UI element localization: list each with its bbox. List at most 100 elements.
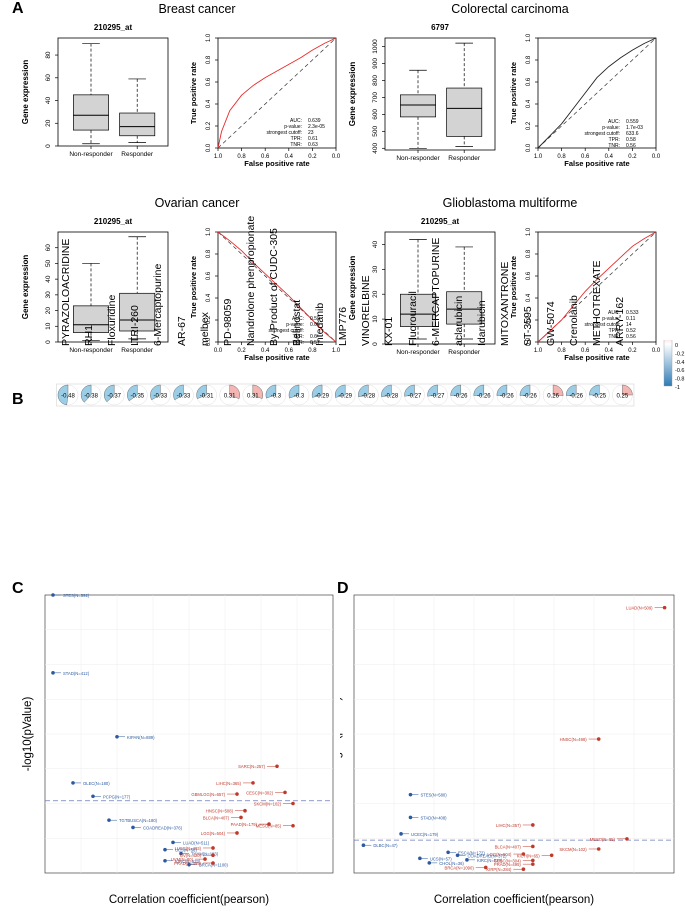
point-label: UCS(N=57) [430,856,452,861]
y-tick-label: 1.0 [206,33,212,42]
stat-value: 0.56 [626,334,636,340]
x-tick-label: 0.0 [332,154,341,160]
x-tick-label: 0.2 [628,154,637,160]
y-tick-label: 0.4 [526,99,532,108]
drug-name-text: PD-98059 [221,298,234,346]
roc-stats: AUC: 0.533 p-value: 0.11 strongest cutoff: 14… [585,310,639,340]
y-tick-label: 0.2 [206,315,212,324]
point-label: SKCM(N=102) [559,847,587,852]
box [73,305,109,333]
y-axis-label: Gene expression [21,255,30,320]
stat-key: TPR: [609,328,620,334]
y-tick-label: 30 [372,265,379,273]
colorbar-tick-label: -1 [675,385,680,391]
y-tick-label: 20 [372,290,379,298]
x-axis-label: False positive rate [564,353,629,362]
stat-key: AUC: [292,316,304,322]
x-tick-label: Responder [121,347,154,354]
y-tick-label: 50 [45,259,52,267]
title-glioblastoma: Glioblastoma multiforme [442,196,578,210]
x-tick-label: 0.6 [285,348,294,354]
stat-value: 23 [308,130,314,136]
colorbar-tick-label: 0 [675,343,678,349]
title-ovarian-cancer: Ovarian cancer [154,196,240,210]
stat-value: 2.3e-05 [308,124,325,130]
x-tick-label: 0.8 [308,348,317,354]
heatmap-value-label: -0.48 [61,394,75,400]
x-tick-label: 0.6 [261,154,270,160]
y-tick-label: 60 [45,74,52,82]
y-tick-label: 0.6 [206,77,212,86]
heatmap-value-label: -0.38 [84,394,98,400]
reference-diagonal [217,37,337,149]
x-tick-label: 0.2 [237,348,246,354]
stat-value: 1.7e-03 [626,125,643,131]
heatmap-pie [104,384,115,403]
y-tick-label: 0.0 [526,337,532,346]
roc-stats: AUC: 0.59 p-value: 0.05 strongest cutoff:TPR… [269,316,320,346]
data-point [625,837,629,841]
box-plot: 210295_at Gene expression 0 20 40 60 80 Non-res… [21,23,169,158]
heatmap-pie [450,384,461,396]
colorbar-tick-label: 0.2 [675,340,683,341]
y-tick-label: 0.6 [526,271,532,280]
x-tick-label: 0.2 [628,348,637,354]
y-tick-label: 20 [45,119,52,127]
data-point [531,858,535,863]
heatmap-value-label: -0.33 [177,394,191,400]
stat-value: 0.6 [310,334,317,340]
point-label: KIRC(N=533) [175,859,201,864]
heatmap-pie [265,384,277,399]
heatmap-pie [473,384,484,396]
point-label: SKCM(N=102) [254,802,282,807]
x-tick-label: 0.4 [605,348,614,354]
y-tick-label: 0 [45,340,52,344]
point-label: MESO(N=85) [256,824,282,829]
point-label: UCS(N=56) [175,848,197,853]
x-axis-label: Correlation coefficient(pearson) [109,894,269,906]
point-label: TGTBUSCA(N=180) [119,818,158,823]
heatmap-pie [552,384,564,396]
colorbar [663,340,673,387]
stat-value: 0.58 [626,137,636,143]
heatmap-value-label: -0.3 [271,394,282,400]
box-plot-title: 210295_at [94,217,133,226]
x-tick-label: 0.0 [652,154,661,160]
heatmap-pie [173,384,184,401]
y-tick-label: 40 [45,275,52,283]
point-label: LGG(N=504) [487,852,512,857]
box [119,292,156,332]
box-plot-title: 210295_at [94,23,133,32]
x-tick-label: Non-responder [396,155,440,162]
heatmap-pie [358,384,369,398]
stat-key: TNR: [608,334,620,340]
y-tick-label: 0 [372,342,379,346]
y-tick-label: 0.2 [206,121,212,130]
data-point [418,856,422,861]
x-tick-label: Non-responder [69,151,113,158]
stat-key: TNR: [290,142,302,148]
x-axis-label: False positive rate [564,159,629,168]
stat-key: strongest cutoff: [585,131,620,137]
heatmap-row [56,383,635,407]
heatmap-value-label: -0.3 [294,394,305,400]
stat-key: strongest cutoff: [585,322,620,328]
stat-key: p-value: [284,124,302,130]
x-tick-label: Responder [121,151,154,158]
title-colorectal-carcinoma: Colorectal carcinoma [451,2,569,16]
panel-b-heatmap: -0.48 -0.38 -0.37 -0.35 -0.33 -0.33 -0.31 0.31 0… [56,340,684,407]
x-axis-label: Correlation coefficient(pearson) [434,894,594,906]
drug-name-text: Nandrolone phenpropionate [244,215,257,346]
plot-frame [57,37,169,147]
panel-label-a: A [12,0,24,17]
y-tick-label: 0.0 [206,337,212,346]
point-label: KIRP(N=284) [486,867,512,872]
panel-label-c: C [12,580,24,597]
heatmap-value-label: -0.26 [523,394,537,400]
point-label: STAD(N=408) [420,815,447,820]
plot-frame [384,37,496,151]
y-tick-label: 40 [372,240,379,248]
data-point [531,844,535,849]
x-tick-label: Responder [448,349,481,356]
box-plot-title: 6797 [431,23,449,32]
